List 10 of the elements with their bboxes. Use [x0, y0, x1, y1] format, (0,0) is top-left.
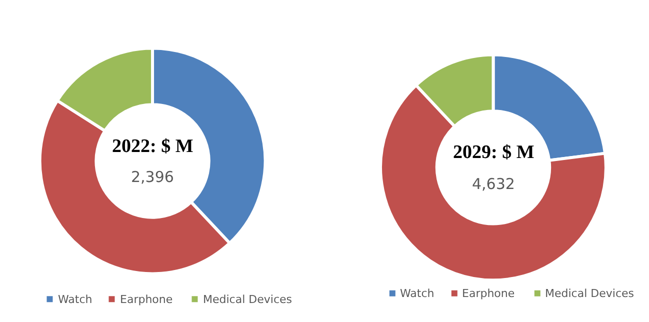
legend-label: Earphone	[120, 293, 173, 306]
legend-label: Watch	[58, 293, 92, 306]
legend-label: Medical Devices	[545, 287, 634, 300]
legend-label: Watch	[400, 287, 434, 300]
legend-label: Earphone	[462, 287, 515, 300]
text: 2,396	[131, 168, 174, 186]
text: 2029: $ M	[453, 142, 534, 163]
text: 4,632	[472, 175, 515, 193]
legend-label: Medical Devices	[203, 293, 292, 306]
text: 2022: $ M	[112, 136, 194, 157]
